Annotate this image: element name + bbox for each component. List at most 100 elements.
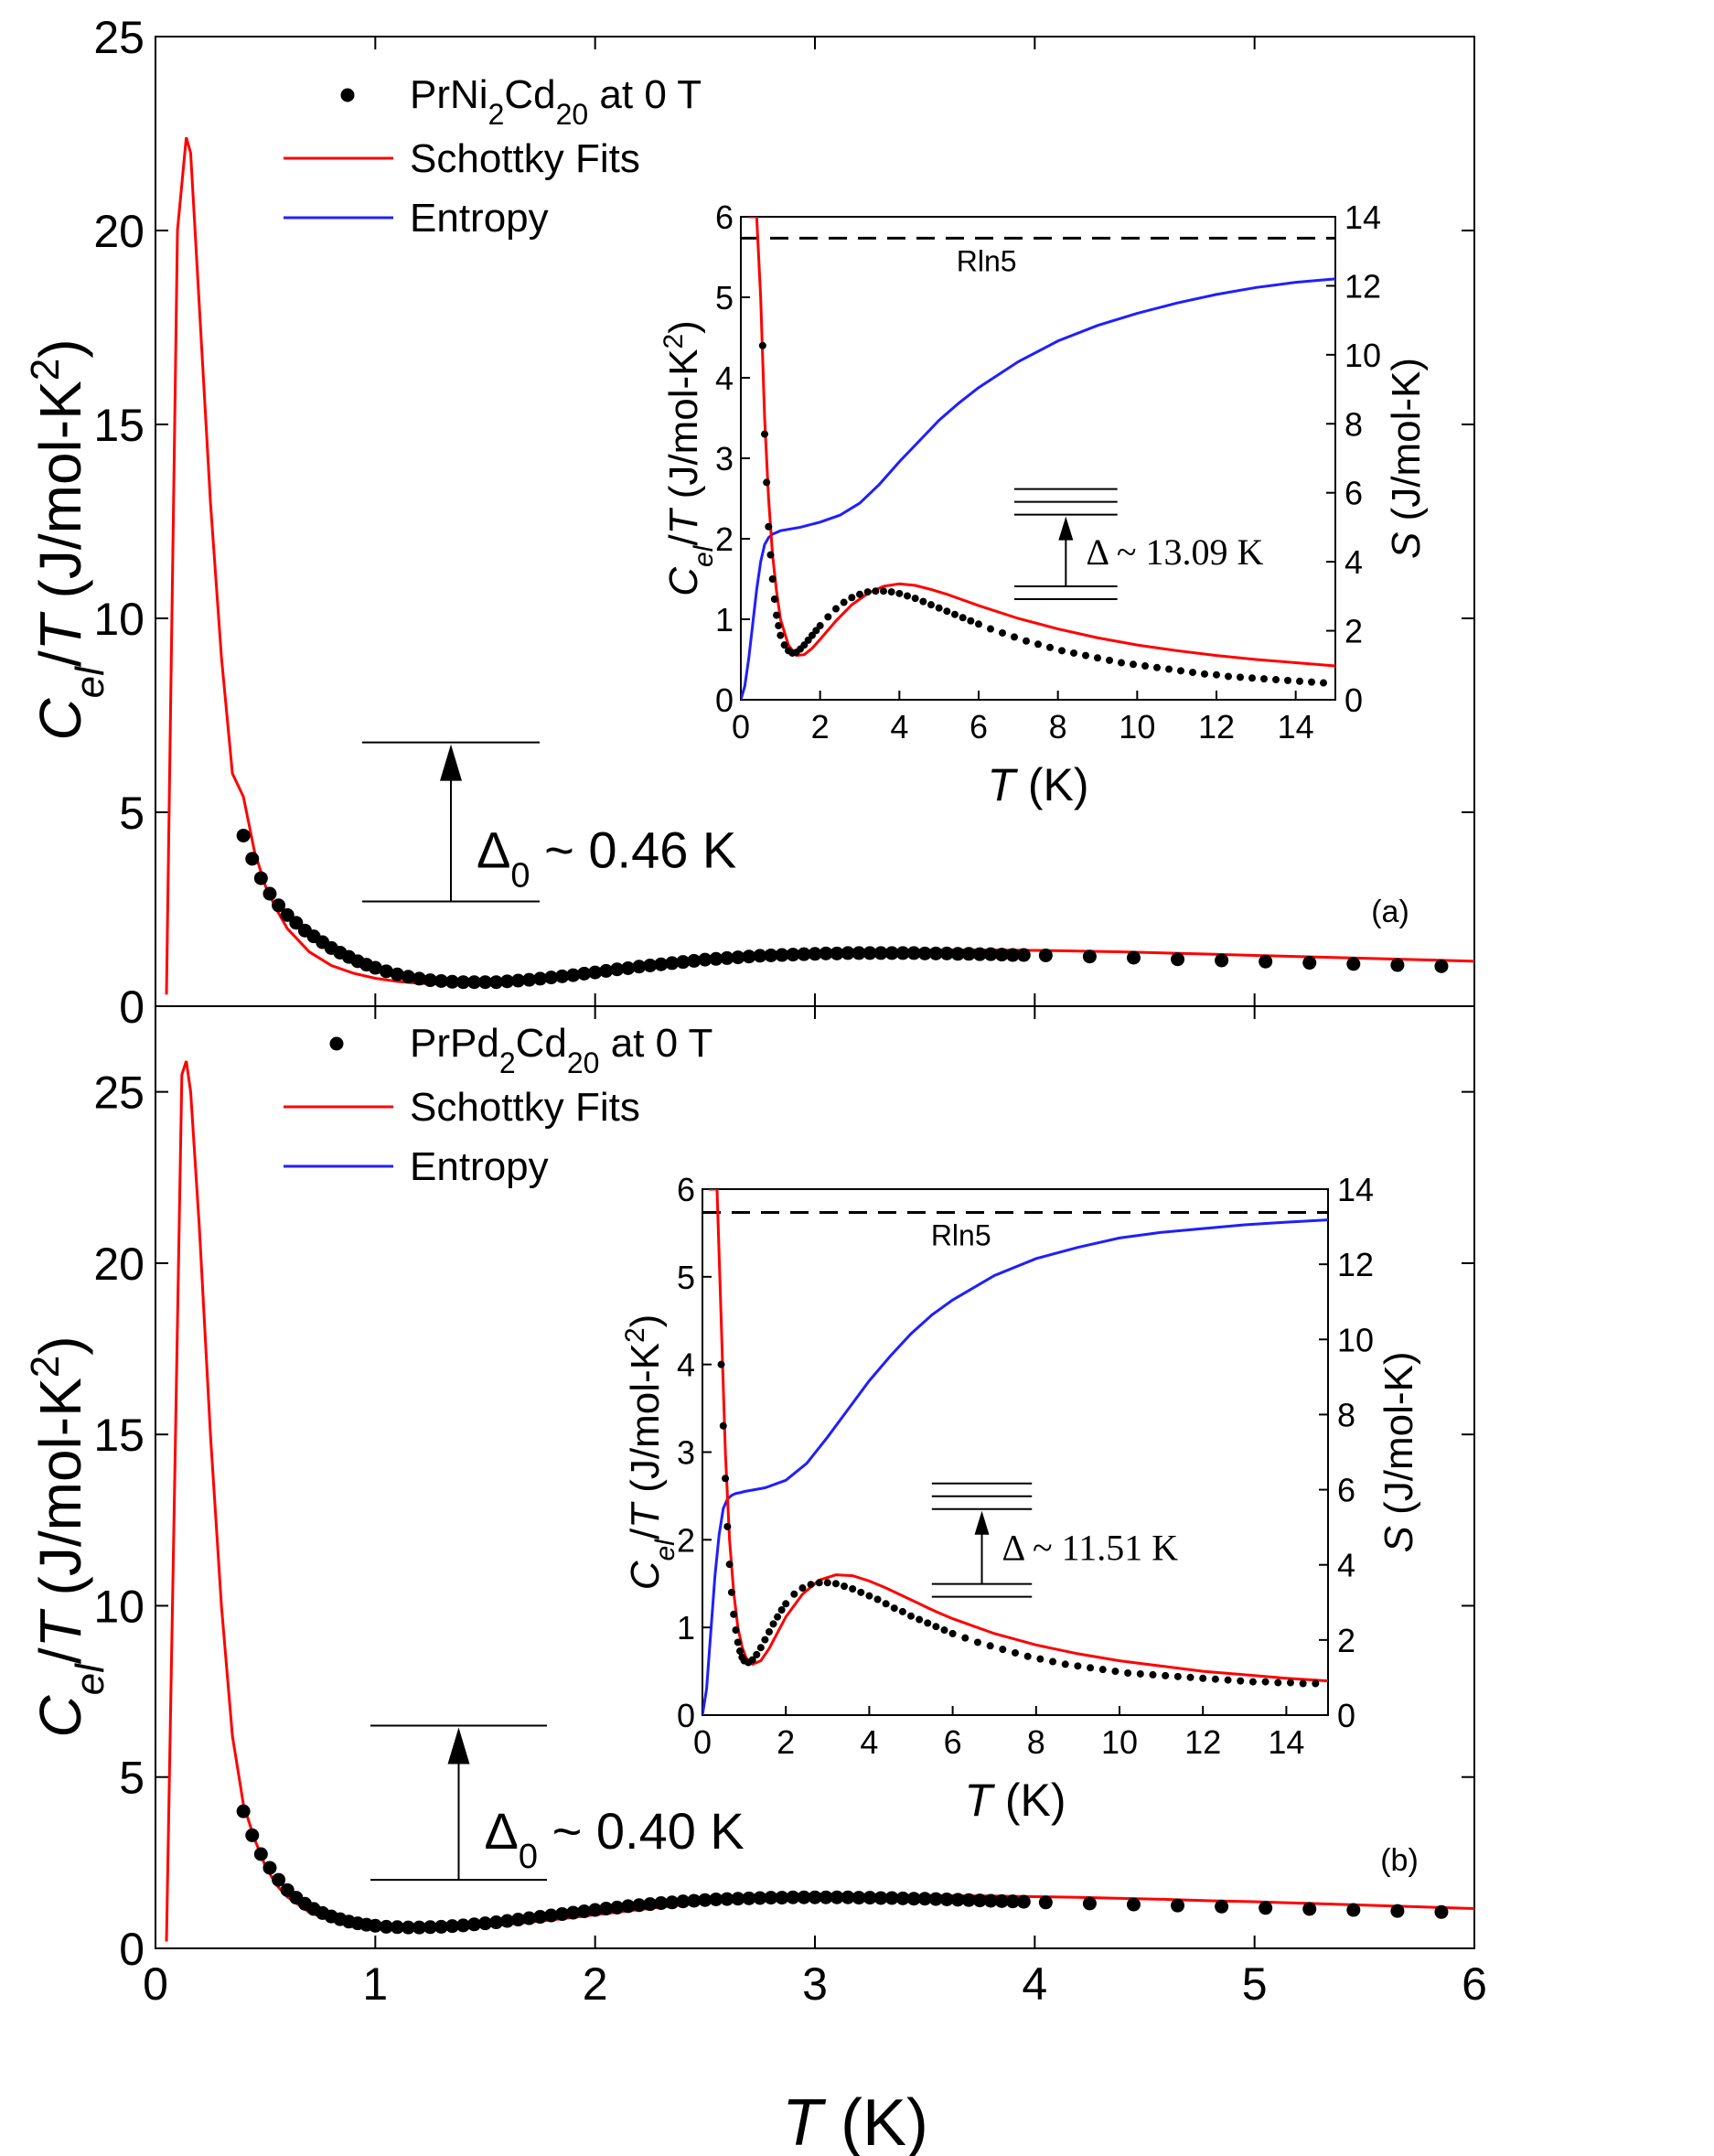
data-point bbox=[643, 958, 658, 972]
inset-data-point bbox=[986, 1642, 994, 1650]
data-point bbox=[478, 1916, 492, 1931]
inset-x-tick-label: 8 bbox=[1027, 1723, 1045, 1761]
x-tick-label: 5 bbox=[1242, 1958, 1268, 2010]
data-point bbox=[841, 946, 855, 960]
data-point bbox=[676, 1894, 691, 1909]
data-point bbox=[797, 1890, 811, 1904]
y-tick-label: 25 bbox=[93, 12, 145, 63]
inset-y-tick-label-right: 2 bbox=[1337, 1622, 1355, 1659]
data-point bbox=[819, 1890, 833, 1904]
inset-y-tick-label-right: 2 bbox=[1344, 613, 1363, 650]
inset-data-point bbox=[782, 1600, 790, 1608]
data-point bbox=[720, 950, 734, 965]
inset-data-point bbox=[943, 607, 951, 616]
inset-data-point bbox=[804, 636, 812, 644]
inset-data-point bbox=[761, 430, 768, 438]
data-point bbox=[665, 1895, 680, 1910]
inset-data-point bbox=[1308, 678, 1315, 686]
data-point bbox=[272, 898, 286, 913]
data-point bbox=[731, 1892, 745, 1906]
inset-data-point bbox=[948, 1629, 957, 1637]
inset-data-point bbox=[1058, 647, 1066, 655]
inset-data-point bbox=[816, 622, 824, 630]
inset-data-point bbox=[967, 617, 975, 625]
inset-data-point bbox=[815, 1579, 823, 1587]
y-tick-label: 15 bbox=[93, 400, 145, 451]
data-point bbox=[621, 1899, 636, 1914]
data-point bbox=[445, 1919, 459, 1934]
data-point bbox=[808, 947, 822, 961]
data-point bbox=[423, 973, 437, 988]
inset-data-point bbox=[873, 1595, 882, 1604]
inset-data-point bbox=[907, 1612, 915, 1620]
inset-data-point bbox=[766, 551, 775, 559]
data-point bbox=[1126, 950, 1141, 965]
inset-data-point bbox=[916, 1615, 924, 1624]
inset-data-point bbox=[732, 1626, 740, 1635]
inset-data-point bbox=[756, 1644, 765, 1652]
inset-data-point bbox=[1130, 660, 1137, 669]
inset-data-point bbox=[932, 1623, 940, 1631]
inset-data-point bbox=[722, 1475, 730, 1483]
inset-x-tick-label: 14 bbox=[1278, 708, 1314, 745]
y-tick-label: 15 bbox=[93, 1410, 145, 1461]
inset-y-tick-label-right: 8 bbox=[1344, 405, 1363, 443]
data-point bbox=[764, 1891, 778, 1905]
inset-y-tick-label-left: 6 bbox=[677, 1171, 695, 1208]
inset-data-point bbox=[1074, 1662, 1082, 1670]
panel-tag: (b) bbox=[1380, 1843, 1419, 1878]
inset-ylabel-left: Cel/T (J/mol-K2) bbox=[620, 1314, 680, 1591]
inset-x-tick-label: 12 bbox=[1198, 708, 1235, 745]
data-point bbox=[830, 1890, 844, 1904]
inset-y-tick-label-left: 1 bbox=[715, 601, 734, 638]
y-tick-label: 0 bbox=[119, 981, 145, 1033]
inset-data-point bbox=[927, 601, 935, 609]
inset-data-point bbox=[730, 1610, 738, 1618]
data-point bbox=[808, 1890, 822, 1904]
data-point bbox=[555, 969, 570, 983]
data-point bbox=[1434, 1904, 1449, 1919]
data-point bbox=[709, 1892, 723, 1906]
data-point bbox=[884, 946, 899, 960]
inset-y-tick-label-right: 4 bbox=[1344, 543, 1363, 581]
inset-data-point bbox=[774, 1613, 782, 1621]
inset-y-tick-label-left: 2 bbox=[715, 520, 734, 558]
inset-data-point bbox=[1261, 1678, 1269, 1686]
inset-data-point bbox=[1320, 679, 1327, 687]
inset-data-point bbox=[775, 622, 783, 630]
inset-data-point bbox=[1149, 1670, 1157, 1679]
data-point bbox=[873, 946, 888, 960]
inset-y-tick-label-right: 6 bbox=[1337, 1472, 1355, 1509]
inset-data-point bbox=[911, 595, 919, 603]
schottky-fit-curve bbox=[165, 1060, 1474, 1942]
data-point bbox=[489, 1915, 504, 1930]
data-point bbox=[1302, 956, 1317, 971]
inset-x-tick-label: 0 bbox=[693, 1723, 712, 1761]
inset-data-point bbox=[765, 522, 773, 531]
inset-y-tick-label-left: 3 bbox=[715, 440, 734, 477]
inset-data-point bbox=[1284, 676, 1291, 684]
data-point bbox=[884, 1891, 899, 1905]
data-point bbox=[731, 950, 745, 965]
data-point bbox=[262, 1861, 277, 1875]
inset-data-point bbox=[777, 1606, 786, 1614]
data-point bbox=[643, 1897, 658, 1912]
data-point bbox=[289, 916, 304, 930]
gap-arrow-head bbox=[447, 1727, 470, 1764]
data-point bbox=[1005, 948, 1020, 962]
inset-data-point bbox=[1201, 670, 1208, 678]
inset-data-point bbox=[1124, 1669, 1132, 1677]
inset-x-tick-label: 4 bbox=[890, 708, 908, 745]
data-point bbox=[445, 974, 459, 989]
inset-data-point bbox=[1272, 676, 1280, 683]
inset-data-point bbox=[773, 611, 780, 619]
data-point bbox=[819, 946, 833, 960]
inset-data-point bbox=[1111, 1668, 1119, 1676]
inset-data-point bbox=[961, 1634, 969, 1642]
inset-data-point bbox=[1034, 640, 1042, 649]
inset-data-point bbox=[734, 1638, 742, 1646]
inset-data-point bbox=[987, 625, 994, 633]
data-point bbox=[786, 948, 800, 962]
inset-y-tick-label-right: 14 bbox=[1337, 1171, 1374, 1208]
